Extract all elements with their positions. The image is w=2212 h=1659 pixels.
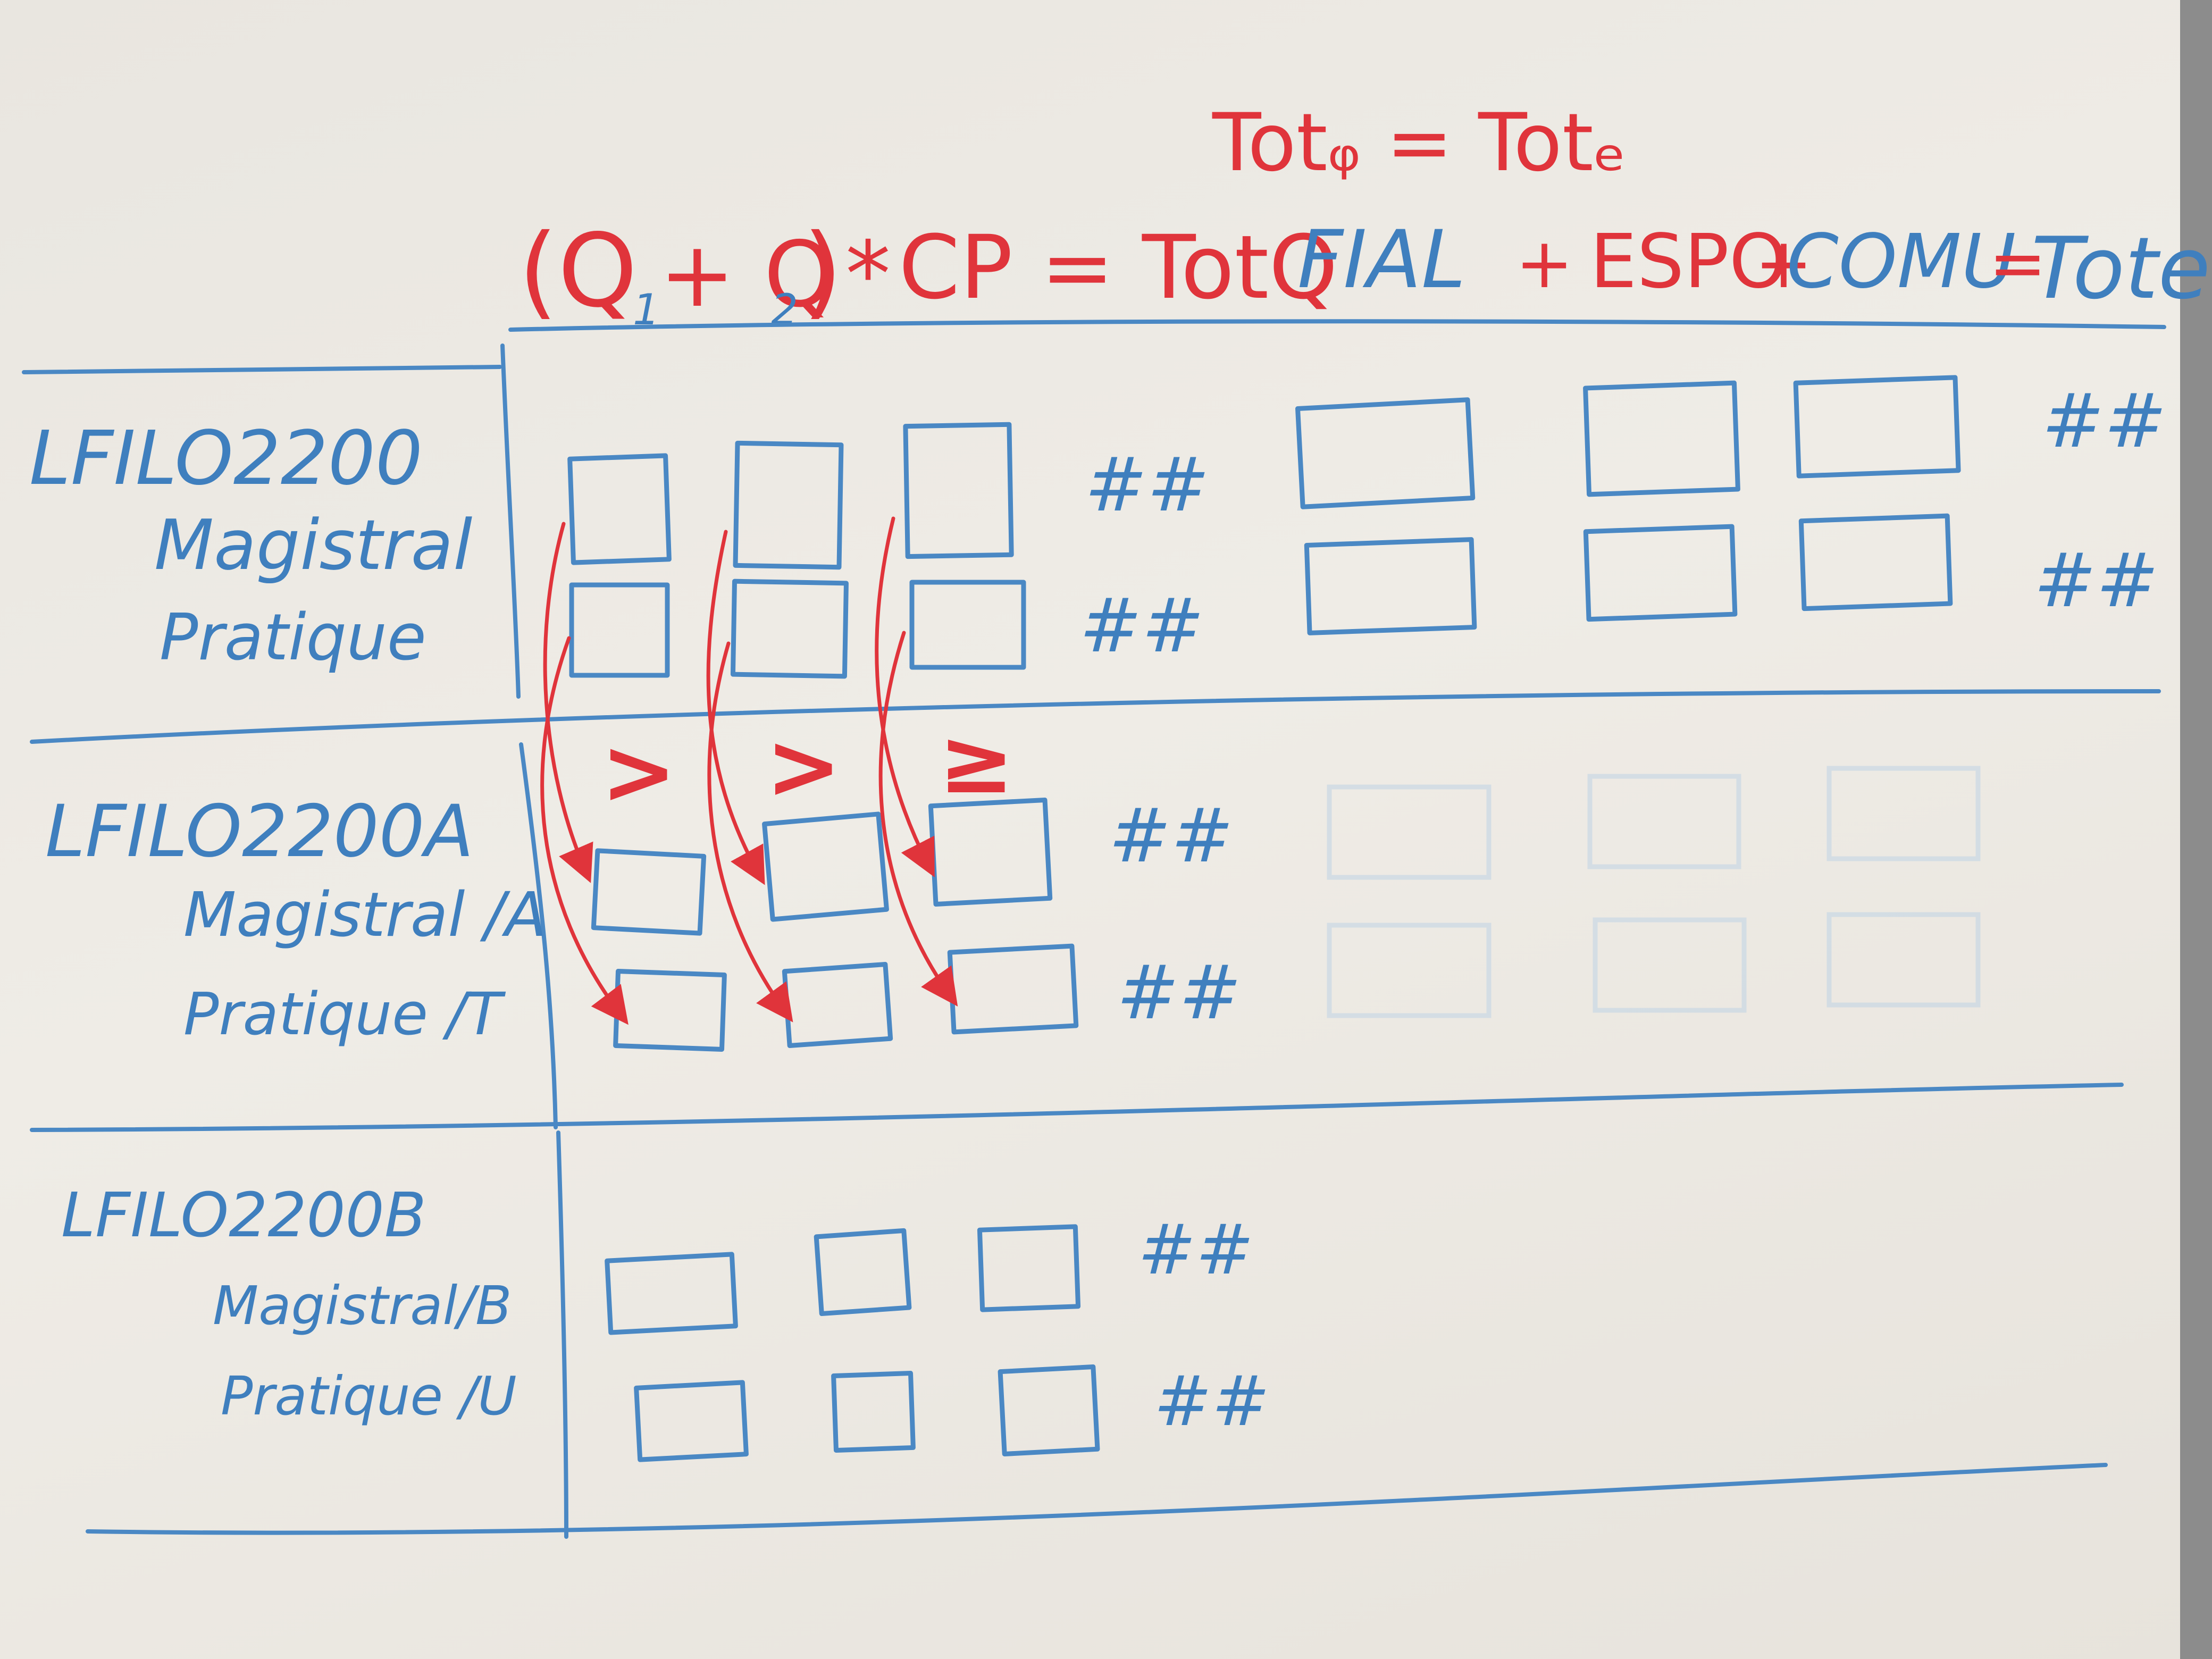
svg-text:): ): [803, 212, 842, 330]
svg-text:2: 2: [771, 285, 798, 334]
pratique-label: Pratique: [160, 601, 426, 675]
svg-text:COMU: COMU: [1787, 219, 2016, 305]
svg-text:+ Q: + Q: [659, 222, 835, 328]
svg-text:+: +: [1515, 223, 1573, 304]
hash-marker: ##: [1085, 442, 1210, 529]
hash-marker: ##: [2034, 538, 2159, 624]
svg-text:*: *: [845, 222, 891, 328]
section-3-grade-boxes: [605, 1224, 1100, 1462]
magistral-label: Magistral /A: [183, 879, 547, 951]
course-code: LFILO2200: [29, 415, 423, 502]
greater-or-equal-sign: ≥: [939, 709, 1014, 814]
red-arrows: [540, 516, 958, 1025]
svg-text:(Q: (Q: [518, 212, 638, 330]
course-code: LFILO2200A: [45, 790, 474, 873]
section-lfilo2200: LFILO2200 Magistral Pratique: [29, 415, 472, 675]
section-1-grade-boxes: [567, 375, 1961, 679]
hash-marker: ##: [1109, 793, 1234, 879]
section-lfilo2200a: LFILO2200A Magistral /A Pratique /T: [45, 790, 547, 1048]
svg-text:ToteE: ToteE: [2031, 219, 2212, 318]
table-lines: [22, 319, 2166, 1539]
svg-text:FIAL: FIAL: [1297, 214, 1466, 306]
hash-marker: ##: [2042, 378, 2167, 465]
pratique-label: Pratique /U: [221, 1365, 517, 1427]
svg-text:ESPO: ESPO: [1590, 219, 1788, 305]
greater-than-sign: >: [601, 719, 676, 825]
header-equation: (Q 1 + Q 2 ) * CP = TotQ FIAL + ESPO + C…: [518, 212, 2212, 334]
section-lfilo2200b: LFILO2200B Magistral/B Pratique /U: [61, 1180, 517, 1427]
svg-text:+: +: [1755, 223, 1813, 304]
course-code: LFILO2200B: [61, 1180, 426, 1251]
hash-marker: ##: [1138, 1209, 1254, 1290]
hash-marker: ##: [1117, 950, 1242, 1036]
hash-marker: ##: [1079, 583, 1204, 669]
board-frame: [2180, 0, 2212, 1659]
top-equation: Totᵩ = Totₑ: [1212, 97, 1627, 189]
magistral-label: Magistral: [154, 505, 472, 585]
pratique-label: Pratique /T: [183, 980, 506, 1048]
hash-marker: ##: [1154, 1361, 1270, 1442]
magistral-label: Magistral/B: [213, 1275, 512, 1337]
svg-text:=: =: [1989, 223, 2047, 304]
greater-than-sign: >: [766, 714, 841, 819]
svg-text:CP = TotQ: CP = TotQ: [899, 216, 1338, 319]
